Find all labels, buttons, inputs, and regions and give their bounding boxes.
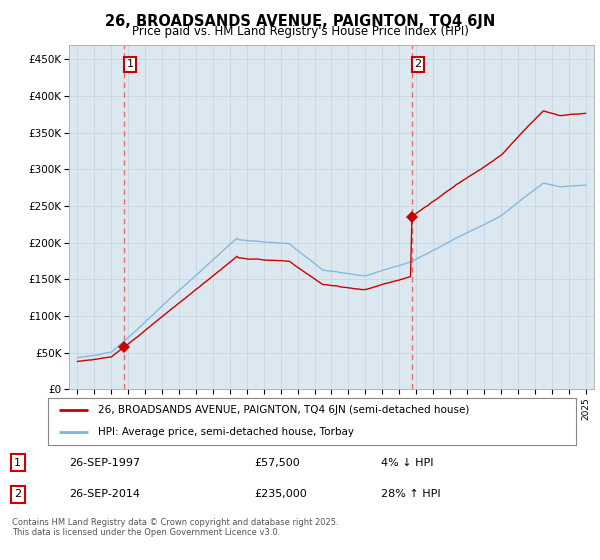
Text: 26-SEP-2014: 26-SEP-2014 — [70, 489, 140, 500]
Text: 26, BROADSANDS AVENUE, PAIGNTON, TQ4 6JN (semi-detached house): 26, BROADSANDS AVENUE, PAIGNTON, TQ4 6JN… — [98, 405, 470, 416]
Text: £235,000: £235,000 — [254, 489, 307, 500]
Text: Contains HM Land Registry data © Crown copyright and database right 2025.
This d: Contains HM Land Registry data © Crown c… — [12, 518, 338, 538]
Text: 1: 1 — [127, 59, 133, 69]
Text: 26-SEP-1997: 26-SEP-1997 — [70, 458, 141, 468]
Text: 4% ↓ HPI: 4% ↓ HPI — [380, 458, 433, 468]
Text: 2: 2 — [14, 489, 22, 500]
Text: Price paid vs. HM Land Registry's House Price Index (HPI): Price paid vs. HM Land Registry's House … — [131, 25, 469, 38]
Text: 1: 1 — [14, 458, 21, 468]
Text: 2: 2 — [415, 59, 421, 69]
Text: HPI: Average price, semi-detached house, Torbay: HPI: Average price, semi-detached house,… — [98, 427, 354, 437]
Text: 26, BROADSANDS AVENUE, PAIGNTON, TQ4 6JN: 26, BROADSANDS AVENUE, PAIGNTON, TQ4 6JN — [105, 14, 495, 29]
Text: £57,500: £57,500 — [254, 458, 299, 468]
Text: 28% ↑ HPI: 28% ↑ HPI — [380, 489, 440, 500]
